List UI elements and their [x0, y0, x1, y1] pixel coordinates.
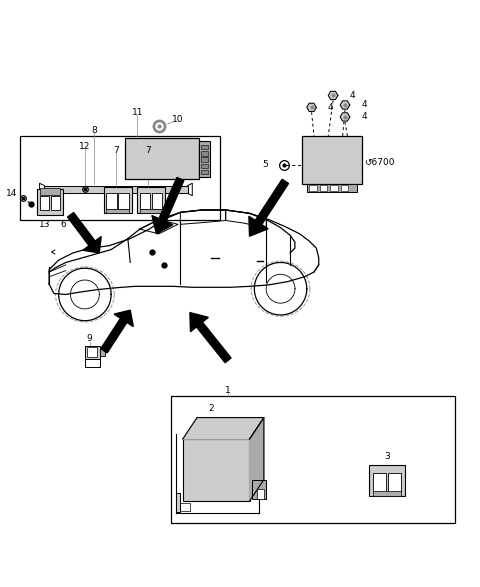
Bar: [201, 145, 208, 149]
Polygon shape: [152, 215, 173, 234]
Bar: [39, 195, 49, 210]
Polygon shape: [190, 313, 208, 332]
Bar: [257, 489, 264, 499]
Text: 4: 4: [361, 100, 367, 110]
Bar: [201, 170, 208, 174]
Bar: [388, 473, 401, 491]
Polygon shape: [328, 92, 338, 100]
Text: 1: 1: [225, 386, 231, 395]
Bar: [39, 188, 60, 195]
Bar: [37, 188, 63, 215]
Text: ↺6700: ↺6700: [364, 158, 395, 167]
Bar: [201, 157, 208, 162]
Text: 8: 8: [92, 126, 97, 135]
Text: 12: 12: [79, 142, 91, 151]
Polygon shape: [196, 322, 231, 363]
Polygon shape: [249, 216, 268, 236]
Bar: [252, 480, 266, 499]
Text: 7: 7: [113, 146, 119, 155]
Bar: [140, 208, 163, 213]
Text: 13: 13: [38, 220, 50, 230]
Text: 6: 6: [60, 220, 66, 230]
Bar: [320, 185, 327, 191]
Bar: [107, 193, 117, 208]
Bar: [178, 504, 190, 511]
Bar: [307, 184, 357, 193]
Bar: [152, 193, 162, 208]
Text: 2: 2: [208, 404, 214, 413]
Bar: [137, 187, 165, 213]
Polygon shape: [83, 237, 101, 253]
Bar: [20, 136, 220, 220]
Text: 9: 9: [87, 335, 93, 343]
Polygon shape: [159, 177, 184, 222]
Bar: [341, 185, 348, 191]
Polygon shape: [101, 318, 127, 353]
Bar: [372, 473, 386, 491]
Bar: [104, 187, 132, 213]
Text: 4: 4: [361, 113, 367, 122]
Text: 3: 3: [384, 452, 390, 461]
Bar: [50, 195, 60, 210]
Text: 10: 10: [172, 115, 184, 124]
Bar: [369, 465, 405, 497]
Polygon shape: [68, 212, 95, 246]
Bar: [100, 349, 105, 356]
Text: 5: 5: [262, 160, 268, 169]
Bar: [201, 164, 208, 168]
Polygon shape: [307, 103, 316, 112]
Text: 4: 4: [349, 91, 355, 100]
Bar: [199, 141, 210, 177]
Text: 14: 14: [6, 189, 18, 198]
Bar: [85, 359, 100, 367]
Text: 11: 11: [132, 107, 143, 117]
Polygon shape: [255, 179, 288, 225]
Bar: [140, 193, 150, 208]
Bar: [125, 139, 199, 179]
Polygon shape: [183, 417, 264, 439]
Bar: [118, 193, 129, 208]
Text: 7: 7: [145, 146, 151, 155]
Polygon shape: [340, 113, 350, 121]
Polygon shape: [250, 417, 264, 501]
Polygon shape: [114, 310, 133, 326]
Bar: [372, 491, 401, 497]
Polygon shape: [340, 101, 350, 109]
Bar: [330, 185, 338, 191]
Bar: [171, 396, 455, 522]
Bar: [201, 151, 208, 156]
Bar: [44, 185, 188, 193]
Bar: [302, 136, 362, 184]
Bar: [107, 208, 129, 213]
Text: 4: 4: [328, 103, 334, 112]
Bar: [176, 493, 180, 512]
Bar: [87, 348, 97, 357]
Bar: [309, 185, 317, 191]
Bar: [85, 346, 100, 359]
Bar: [183, 439, 250, 501]
